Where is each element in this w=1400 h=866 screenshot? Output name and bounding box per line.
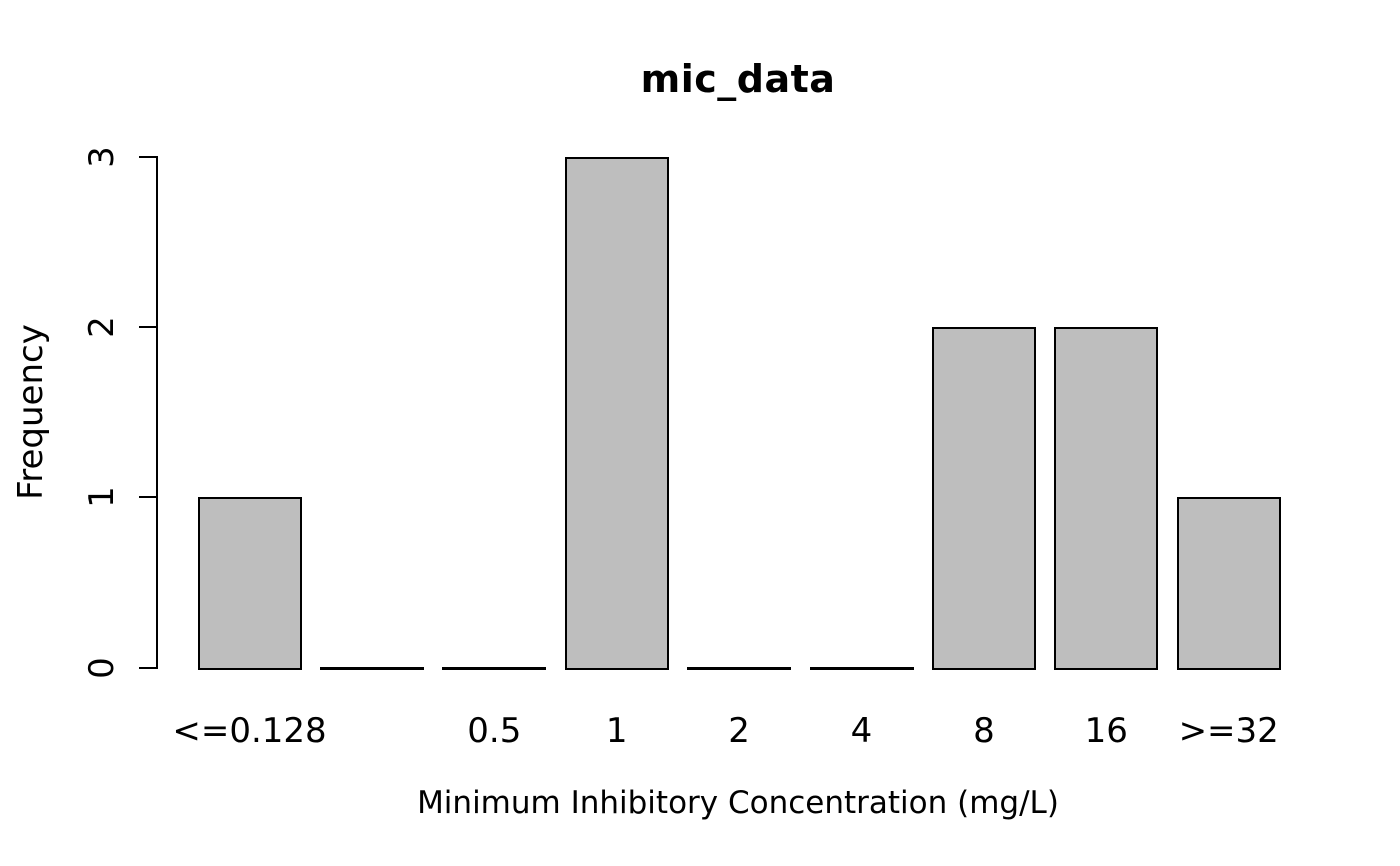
bar (1176, 497, 1281, 670)
bar (931, 326, 1036, 670)
zero-height-bar (319, 667, 424, 670)
chart-title: mic_data (640, 57, 836, 101)
zero-height-bar (442, 667, 547, 670)
zero-height-bar (687, 667, 792, 670)
x-tick-label: 16 (1084, 711, 1128, 751)
y-tick-mark (139, 155, 158, 158)
bar (1054, 326, 1159, 670)
x-tick-label: <=0.128 (172, 711, 327, 751)
x-tick-label: 2 (728, 711, 750, 751)
bar (197, 497, 302, 670)
y-tick-label: 3 (82, 145, 122, 168)
y-tick-label: 1 (82, 486, 122, 509)
y-tick-label: 0 (82, 656, 122, 679)
y-tick-mark (139, 666, 158, 669)
x-tick-label: 1 (605, 711, 628, 751)
x-tick-label: 0.5 (467, 711, 522, 751)
y-tick-mark (139, 496, 158, 499)
y-tick-mark (139, 325, 158, 328)
y-axis-line (156, 156, 158, 669)
x-tick-label: 8 (973, 711, 995, 751)
y-axis-title: Frequency (11, 324, 51, 500)
bar (564, 156, 669, 670)
x-tick-label: 4 (850, 711, 873, 751)
y-tick-label: 2 (82, 316, 122, 338)
x-tick-label: >=32 (1178, 711, 1279, 751)
x-axis-title: Minimum Inhibitory Concentration (mg/L) (417, 785, 1059, 821)
zero-height-bar (809, 667, 914, 670)
